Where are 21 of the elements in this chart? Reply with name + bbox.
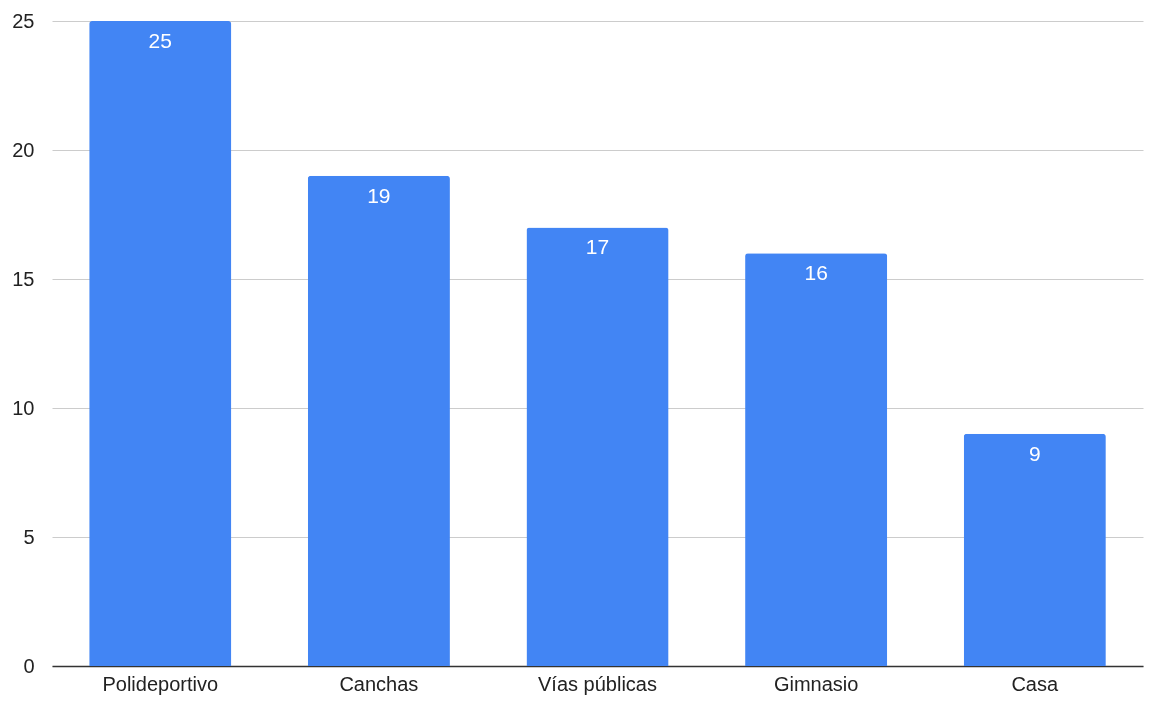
y-tick-label: 25 xyxy=(12,9,35,32)
bar xyxy=(526,227,669,666)
data-label: 19 xyxy=(367,183,391,207)
bar xyxy=(89,21,232,666)
bar xyxy=(963,433,1106,666)
y-tick-label: 15 xyxy=(12,267,35,290)
y-tick-label: 0 xyxy=(23,654,35,677)
data-label: 9 xyxy=(1028,441,1041,465)
y-tick-label: 20 xyxy=(12,138,35,161)
x-tick-label: Gimnasio xyxy=(773,672,859,695)
x-tick-label: Canchas xyxy=(339,672,419,695)
x-tick-label: Vías públicas xyxy=(538,672,657,695)
y-tick-label: 10 xyxy=(12,396,35,419)
bar xyxy=(745,253,888,666)
x-tick-label: Polideportivo xyxy=(102,672,219,695)
data-label: 25 xyxy=(148,29,172,52)
data-label: 17 xyxy=(585,235,610,259)
data-label: 16 xyxy=(804,261,828,285)
bar xyxy=(307,175,450,666)
x-tick-label: Casa xyxy=(1011,672,1059,695)
y-tick-label: 5 xyxy=(23,525,35,548)
